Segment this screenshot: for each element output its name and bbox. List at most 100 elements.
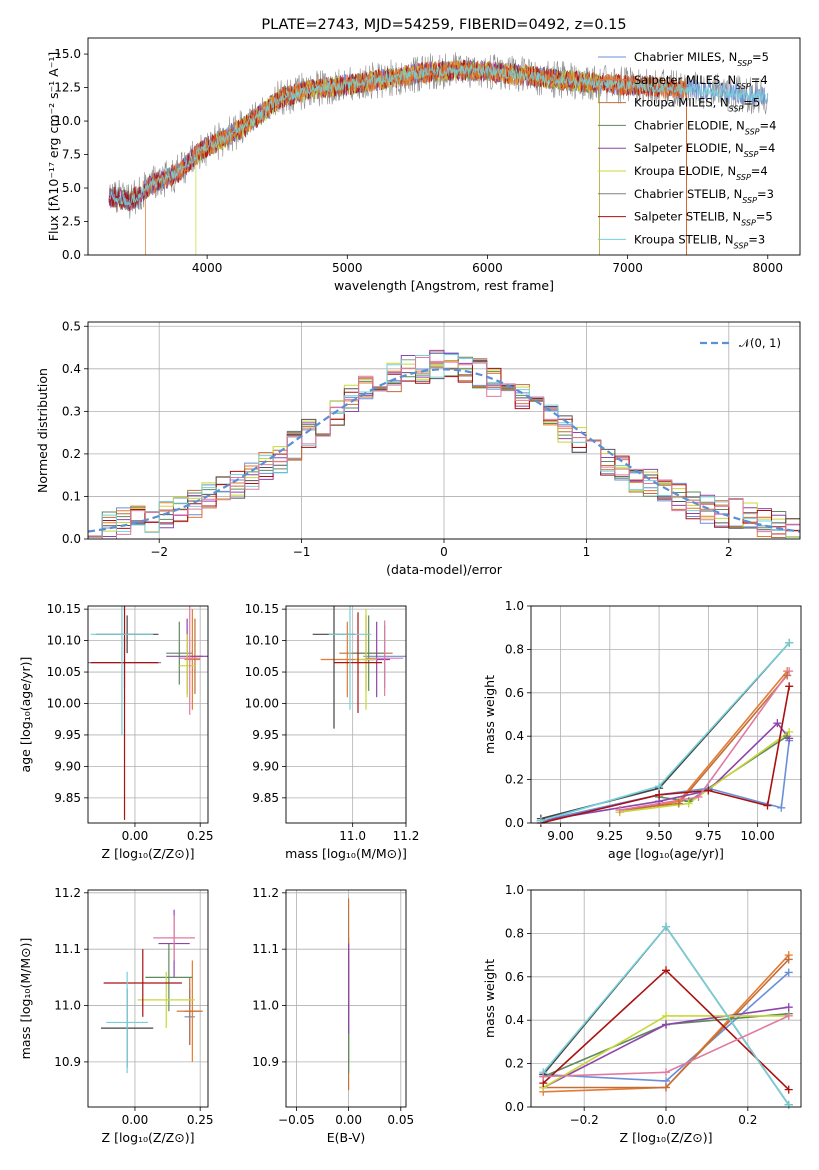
errorbar-point xyxy=(179,634,195,698)
plot-area xyxy=(312,606,406,729)
x-axis-label: Z [log₁₀(Z/Z⊙)] xyxy=(102,846,195,861)
y-tick-label: 9.95 xyxy=(54,728,81,742)
weight-marker xyxy=(777,803,786,812)
x-tick-label: 11.0 xyxy=(339,829,366,843)
plot-area xyxy=(540,642,790,823)
panel-mass-vs-Z: 0.00 0.25 10.9 11.0 11.1 11.2 Z [log₁₀(Z/Z⊙)] m… xyxy=(18,886,214,1145)
y-tick-label: 1.0 xyxy=(505,883,524,897)
x-tick-label: −0.05 xyxy=(278,1113,315,1127)
y-axis-label: Flux [fλ10⁻¹⁷ erg cm⁻² s⁻¹ A⁻¹] xyxy=(46,52,61,241)
y-tick-label: 10.05 xyxy=(245,665,279,679)
y-tick-label: 10.05 xyxy=(47,665,81,679)
axes-frame xyxy=(285,605,407,824)
axes-frame xyxy=(530,605,802,824)
x-tick-label: 11.2 xyxy=(393,829,420,843)
y-tick-label: 2.5 xyxy=(62,215,81,229)
legend-label: Chabrier STELIB, NSSP=3 xyxy=(634,187,774,205)
weight-marker xyxy=(783,671,792,680)
y-tick-label: 11.1 xyxy=(54,942,81,956)
chart-title: PLATE=2743, MJD=54259, FIBERID=0492, z=0… xyxy=(261,17,626,33)
weight-marker xyxy=(784,1100,793,1109)
x-tick-label: 0.05 xyxy=(387,1113,414,1127)
weight-marker xyxy=(662,1083,670,1092)
legend-label: Salpeter ELODIE, NSSP=4 xyxy=(634,141,775,159)
weight-marker xyxy=(674,799,683,808)
errorbar-point xyxy=(328,606,372,710)
y-tick-label: 9.85 xyxy=(252,791,279,805)
x-tick-label: 9.25 xyxy=(596,829,623,843)
x-tick-label: 0.2 xyxy=(738,1113,757,1127)
legend-label: Chabrier MILES, NSSP=5 xyxy=(634,50,769,68)
y-tick-label: 0.4 xyxy=(505,729,524,743)
y-tick-label: 10.00 xyxy=(245,696,279,710)
y-tick-label: 10.15 xyxy=(47,602,81,616)
panel-mass-vs-EBV: −0.05 0.00 0.05 10.9 11.0 11.1 11.2 E(B-V) xyxy=(252,886,414,1145)
axes-frame xyxy=(87,889,209,1108)
y-tick-label: 0.8 xyxy=(505,926,524,940)
y-tick-label: 0.2 xyxy=(62,447,81,461)
spectrum-line xyxy=(195,60,600,255)
plot-area xyxy=(88,606,208,820)
y-tick-label: 5.0 xyxy=(62,181,81,195)
weight-marker xyxy=(785,727,794,736)
histogram-step xyxy=(88,356,800,539)
x-tick-label: 9.00 xyxy=(547,829,574,843)
y-tick-label: 10.15 xyxy=(245,602,279,616)
errorbar-point xyxy=(166,621,193,685)
legend-label: Salpeter MILES, NSSP=4 xyxy=(634,73,768,91)
errorbar-point xyxy=(90,606,159,820)
legend-label: Kroupa STELIB, NSSP=3 xyxy=(634,232,765,250)
panel-residuals: −2 −1 0 1 2 0.0 0.1 0.2 0.3 0.4 0.5 (data-model)/er… xyxy=(35,319,801,577)
weight-marker xyxy=(615,805,624,814)
x-tick-label: −2 xyxy=(150,545,168,559)
axes-frame xyxy=(530,889,802,1108)
weight-marker xyxy=(662,966,670,975)
weight-line xyxy=(619,670,790,811)
weight-line xyxy=(540,642,790,820)
x-tick-label: 0.25 xyxy=(187,829,214,843)
weight-marker xyxy=(784,955,793,964)
x-tick-label: −0.2 xyxy=(570,1113,599,1127)
x-tick-label: 0.00 xyxy=(122,1113,149,1127)
weight-marker xyxy=(773,719,782,728)
legend-label: Salpeter STELIB, NSSP=5 xyxy=(634,210,773,228)
y-tick-label: 0.6 xyxy=(505,970,524,984)
x-axis-label: mass [log₁₀(M/M⊙)] xyxy=(285,846,407,861)
x-tick-label: 0.25 xyxy=(187,1113,214,1127)
errorbar-point xyxy=(366,620,404,696)
weight-marker xyxy=(784,1011,793,1020)
x-axis-label: Z [log₁₀(Z/Z⊙)] xyxy=(102,1130,195,1145)
y-tick-label: 0.1 xyxy=(62,489,81,503)
x-axis-label: E(B-V) xyxy=(327,1130,366,1145)
panel-weight-vs-age: 9.00 9.25 9.50 9.75 10.00 0.0 0.2 0.4 0.6 0.8 1.0 a… xyxy=(482,599,802,861)
y-tick-label: 10.10 xyxy=(245,634,279,648)
weight-marker xyxy=(662,1020,670,1029)
weight-marker xyxy=(662,1011,670,1020)
x-tick-label: 8000 xyxy=(752,261,783,275)
y-tick-label: 0.4 xyxy=(505,1013,524,1027)
y-tick-label: 15.0 xyxy=(54,47,81,61)
x-tick-label: 0 xyxy=(440,545,448,559)
y-tick-label: 7.5 xyxy=(62,148,81,162)
y-tick-label: 0.0 xyxy=(62,248,81,262)
y-tick-label: 0.4 xyxy=(62,362,81,376)
y-axis-label: mass [log₁₀(M/M⊙)] xyxy=(18,938,33,1060)
axes-frame xyxy=(87,605,209,824)
x-tick-label: 6000 xyxy=(472,261,503,275)
y-axis-label: age [log₁₀(age/yr)] xyxy=(18,657,33,773)
x-tick-label: 0.00 xyxy=(122,829,149,843)
weight-marker xyxy=(763,801,772,810)
y-tick-label: 0.2 xyxy=(505,773,524,787)
legend-label: Kroupa ELODIE, NSSP=4 xyxy=(634,164,768,182)
y-tick-label: 0.3 xyxy=(62,404,81,418)
plot-area xyxy=(101,909,203,1074)
weight-marker xyxy=(536,816,545,825)
y-tick-label: 9.95 xyxy=(252,728,279,742)
y-tick-label: 11.0 xyxy=(54,999,81,1013)
y-tick-label: 0.0 xyxy=(62,532,81,546)
histogram-step xyxy=(88,349,800,538)
y-tick-label: 11.1 xyxy=(252,942,279,956)
weight-marker xyxy=(784,968,793,977)
x-tick-label: 1 xyxy=(583,545,591,559)
